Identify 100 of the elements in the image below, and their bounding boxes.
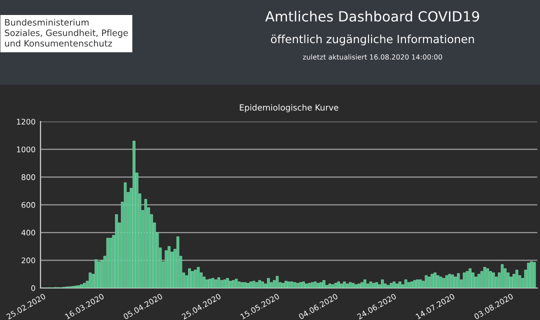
bar	[226, 278, 229, 288]
bar	[428, 276, 431, 288]
bar	[296, 282, 300, 288]
bar	[267, 278, 270, 288]
bar	[164, 250, 168, 288]
bar	[404, 279, 408, 288]
bar	[80, 284, 83, 288]
bar	[454, 276, 457, 288]
bar	[416, 279, 419, 288]
bar	[510, 276, 512, 288]
bar	[504, 268, 507, 288]
bar	[290, 282, 294, 288]
bar	[261, 282, 264, 288]
bar	[302, 282, 305, 288]
bar	[442, 278, 446, 288]
bar	[109, 238, 112, 288]
bar	[252, 280, 256, 288]
bar	[515, 270, 518, 288]
bar	[255, 282, 258, 288]
bar	[322, 280, 326, 288]
bar	[176, 236, 180, 288]
bar	[527, 262, 530, 288]
bar	[390, 282, 393, 288]
bar	[310, 282, 314, 288]
bar	[144, 199, 148, 288]
bar	[220, 280, 224, 288]
bar	[98, 261, 100, 288]
bar	[477, 274, 480, 288]
bar	[343, 282, 346, 288]
bar	[308, 282, 311, 288]
bar	[340, 284, 343, 288]
bar	[346, 284, 349, 288]
bar	[88, 272, 92, 288]
bar	[358, 284, 360, 288]
bar	[77, 285, 80, 288]
bar	[314, 282, 317, 288]
bar	[320, 282, 322, 288]
bar	[396, 284, 398, 288]
bar	[240, 282, 244, 288]
bar	[232, 280, 235, 288]
bar	[474, 276, 478, 288]
bar	[331, 284, 334, 288]
bar	[407, 282, 410, 288]
bar	[223, 279, 226, 288]
bar	[194, 270, 197, 288]
bar	[188, 268, 191, 288]
bar	[495, 276, 498, 288]
bar	[100, 260, 104, 288]
bar	[282, 282, 284, 288]
bar	[533, 262, 536, 288]
bar	[293, 282, 296, 288]
bar	[381, 279, 384, 288]
bar	[229, 280, 232, 288]
bar	[352, 282, 355, 288]
bar	[217, 277, 220, 288]
bar	[360, 282, 364, 288]
bar	[448, 274, 452, 288]
bar	[258, 280, 262, 288]
bar	[430, 274, 434, 288]
bar	[334, 282, 338, 288]
bar	[106, 238, 110, 288]
bar	[436, 275, 440, 288]
bar	[246, 282, 250, 288]
bar	[492, 272, 495, 288]
bar	[462, 272, 466, 288]
bar	[512, 274, 516, 288]
bar	[506, 272, 510, 288]
bar	[244, 282, 246, 288]
bar	[196, 266, 200, 288]
text: Epidemiologische Kurve	[240, 104, 338, 112]
bar	[206, 279, 208, 288]
bar	[202, 276, 206, 288]
bar	[272, 280, 276, 288]
bar	[276, 276, 279, 288]
bar	[468, 268, 472, 288]
bar	[372, 282, 376, 288]
bar	[480, 271, 484, 288]
bar	[472, 272, 474, 288]
bar	[115, 214, 118, 288]
bar	[82, 282, 86, 288]
bar	[386, 285, 390, 288]
bar	[384, 284, 387, 288]
bar	[305, 284, 308, 288]
bar	[337, 282, 340, 288]
bar	[466, 271, 469, 288]
bar	[457, 273, 460, 288]
bar	[284, 280, 288, 288]
bar	[124, 182, 127, 288]
bar	[316, 282, 320, 288]
bar	[439, 276, 442, 288]
bar	[354, 284, 358, 288]
bar	[208, 278, 212, 288]
bar	[410, 282, 414, 288]
bar	[348, 282, 352, 288]
bar	[392, 282, 396, 288]
bar	[191, 271, 194, 288]
bar	[434, 272, 436, 288]
bar	[375, 282, 378, 288]
bar	[94, 259, 98, 288]
bar	[299, 282, 302, 288]
